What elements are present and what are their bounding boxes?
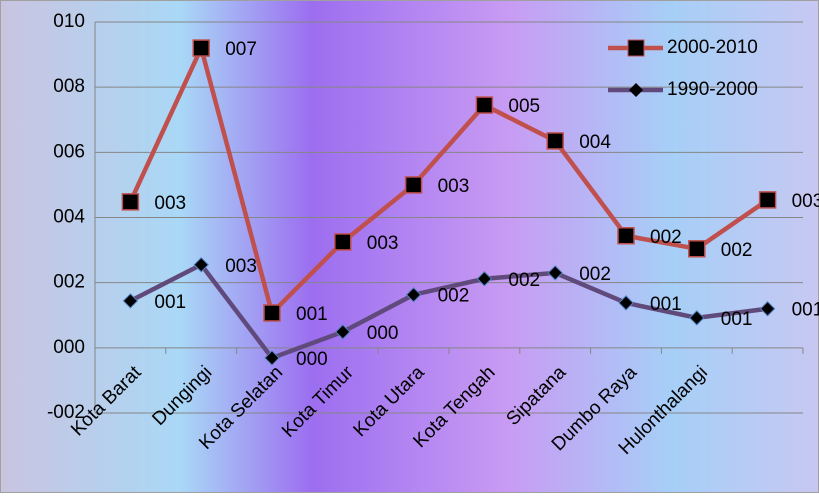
marker [405,287,422,303]
data-label: 003 [438,176,470,197]
marker [618,295,634,311]
legend-label: 1990-2000 [667,79,758,100]
marker [617,226,635,245]
marker [759,301,776,317]
legend-marker [629,83,643,97]
data-label: 001 [721,309,753,330]
legend-marker [627,39,645,57]
y-tick-label: 010 [53,11,85,32]
series-line [128,41,769,318]
data-label: 003 [367,233,399,254]
marker [193,257,209,273]
marker [263,304,281,322]
marker [688,240,706,258]
data-label: 001 [650,294,682,315]
marker [689,310,705,326]
legend-label: 2000-2010 [667,37,758,58]
y-tick-label: 000 [53,337,85,358]
y-tick-label: 002 [53,272,85,293]
marker [192,39,210,57]
marker [121,193,140,211]
marker [547,265,563,281]
marker [546,132,564,150]
marker [476,271,493,287]
data-label: 003 [225,256,257,277]
marker [758,191,777,209]
data-label: 000 [296,349,328,370]
data-label: 002 [579,264,611,285]
data-label: 003 [154,193,186,214]
data-label: 001 [154,292,186,313]
data-label: 005 [508,96,540,117]
series-line [129,261,768,361]
data-label: 002 [650,227,682,248]
data-label: 001 [296,304,328,325]
data-label: 001 [792,300,819,321]
y-tick-label: -002 [47,402,85,423]
marker [122,293,139,309]
y-tick-label: 008 [53,76,85,97]
data-label: 000 [367,323,399,344]
marker [335,324,351,340]
data-label: 004 [579,132,611,153]
data-label: 007 [225,39,257,60]
marker [404,176,423,194]
marker [475,96,494,114]
data-label: 002 [508,270,540,291]
data-label: 002 [721,240,753,261]
data-label: 002 [438,286,470,307]
y-tick-label: 006 [53,141,85,162]
data-label: 003 [792,191,819,212]
y-tick-label: 004 [53,207,85,228]
marker [264,350,280,366]
marker [334,233,352,251]
